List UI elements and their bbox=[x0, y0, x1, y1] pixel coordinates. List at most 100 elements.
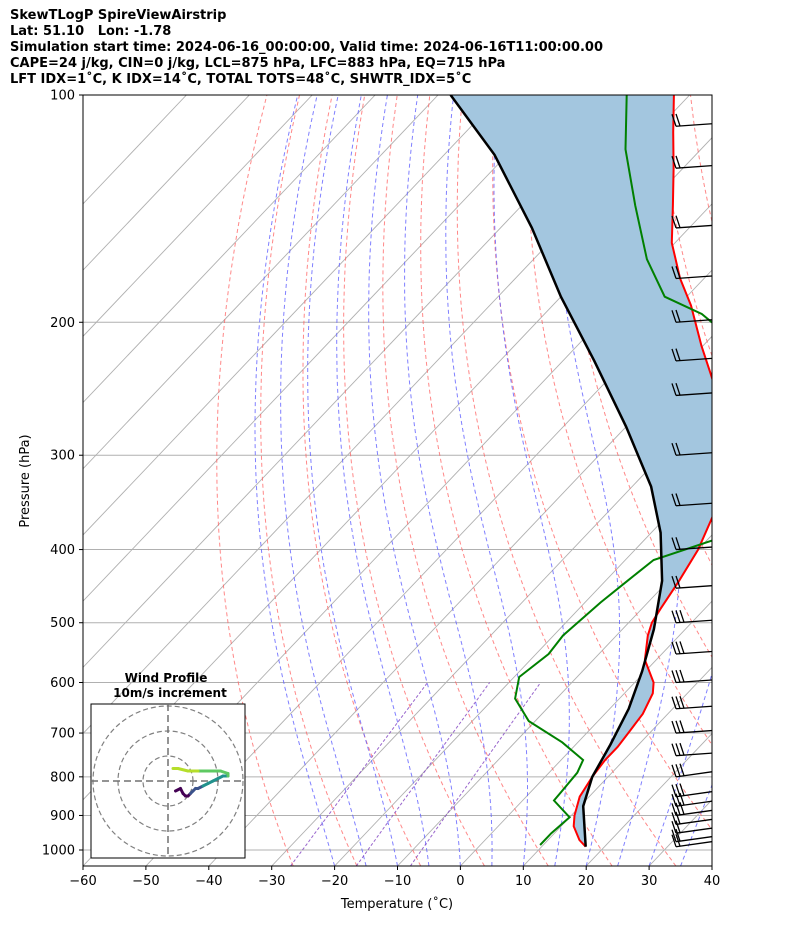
isotherm-line bbox=[83, 95, 502, 536]
wind-barb-staff bbox=[675, 827, 712, 834]
wind-barb bbox=[671, 493, 712, 507]
hodograph-segment bbox=[176, 767, 190, 773]
wind-barb-flag bbox=[675, 820, 681, 833]
wind-barb-flag bbox=[671, 266, 677, 279]
wind-barb-flag bbox=[679, 763, 685, 776]
wind-barb-flag bbox=[675, 670, 681, 683]
wind-barb-flag bbox=[675, 348, 681, 361]
wind-barb-flag bbox=[675, 833, 681, 847]
wind-barb-staff bbox=[675, 585, 712, 589]
x-tick-label: −40 bbox=[195, 874, 222, 889]
wind-barb-flag bbox=[675, 743, 681, 756]
wind-barb-flag bbox=[675, 215, 681, 228]
parcel-line bbox=[449, 95, 664, 847]
dry-adiabat-line bbox=[382, 95, 549, 866]
isotherm-line bbox=[83, 95, 250, 271]
dewpoint-line bbox=[514, 95, 712, 846]
wind-barb-flag bbox=[671, 794, 677, 807]
wind-barb-flag bbox=[671, 764, 677, 778]
moist-adiabat-line bbox=[404, 95, 493, 866]
wind-barb-staff bbox=[675, 502, 712, 507]
wind-barb-flag bbox=[671, 720, 677, 734]
cape-line: CAPE=24 j/kg, CIN=0 j/kg, LCL=875 hPa, L… bbox=[10, 56, 506, 71]
isotherm-line bbox=[145, 269, 712, 866]
wind-barb-flag bbox=[675, 783, 681, 797]
wind-barb bbox=[671, 641, 712, 655]
wind-barb-flag bbox=[675, 610, 681, 623]
y-tick-label: 100 bbox=[50, 89, 75, 104]
wind-barb-flag bbox=[671, 114, 677, 127]
wind-barb bbox=[671, 575, 712, 589]
wind-barb-flag bbox=[675, 641, 681, 654]
y-tick-label: 900 bbox=[50, 809, 75, 824]
x-tick-label: −20 bbox=[321, 874, 348, 889]
x-tick-label: −50 bbox=[132, 874, 159, 889]
wind-barb-staff bbox=[675, 619, 712, 624]
wind-barb-flag bbox=[671, 820, 677, 834]
wind-barb-flag bbox=[675, 811, 681, 825]
y-tick-label: 300 bbox=[50, 449, 75, 464]
wind-barb-staff bbox=[675, 800, 712, 807]
wind-barb bbox=[671, 382, 712, 397]
wind-barb-staff bbox=[675, 650, 712, 655]
wind-barb-flag bbox=[679, 720, 685, 733]
wind-barb bbox=[671, 792, 712, 807]
wind-barb-staff bbox=[675, 224, 712, 229]
mixing-ratio-line bbox=[290, 682, 428, 866]
wind-barb-flag bbox=[671, 641, 677, 655]
moist-adiabat-line bbox=[617, 95, 682, 866]
wind-barb bbox=[671, 113, 712, 127]
wind-barb-flag bbox=[675, 266, 681, 279]
wind-barb bbox=[671, 695, 712, 710]
hodograph-subtitle: 10m/s increment bbox=[113, 686, 227, 700]
wind-barb bbox=[671, 155, 712, 169]
wind-barb-flag bbox=[671, 743, 677, 756]
wind-barb bbox=[671, 811, 712, 826]
wind-barb-flag bbox=[671, 348, 677, 362]
wind-barb bbox=[671, 742, 712, 757]
wind-barb-flag bbox=[679, 641, 685, 654]
y-axis-label: Pressure (hPa) bbox=[18, 434, 33, 527]
y-tick-label: 200 bbox=[50, 316, 75, 331]
wind-barb-flag bbox=[671, 443, 677, 456]
y-tick-label: 800 bbox=[50, 770, 75, 785]
isotherm-line bbox=[83, 95, 628, 669]
wind-barb-flag bbox=[675, 696, 681, 709]
wind-barb bbox=[671, 828, 712, 843]
wind-barb-flag bbox=[671, 537, 677, 550]
y-tick-label: 500 bbox=[50, 616, 75, 631]
wind-barb bbox=[671, 820, 712, 834]
wind-barb-staff bbox=[675, 165, 712, 169]
wind-barb-staff bbox=[675, 392, 712, 397]
wind-barb-staff bbox=[675, 809, 712, 817]
isotherm-line bbox=[397, 534, 712, 866]
wind-barb-flag bbox=[679, 695, 685, 709]
hodograph-plot bbox=[91, 704, 245, 858]
wind-barb bbox=[671, 802, 712, 817]
isotherm-line bbox=[208, 335, 712, 866]
isotherm-line bbox=[711, 865, 712, 866]
isotherm-line bbox=[83, 95, 439, 470]
dry-adiabat-line bbox=[526, 95, 712, 746]
dry-adiabat-line bbox=[723, 95, 794, 866]
x-tick-label: −30 bbox=[258, 874, 285, 889]
dry-adiabat-line bbox=[343, 95, 485, 866]
wind-barb-flag bbox=[679, 742, 685, 756]
wind-barb-staff bbox=[675, 357, 712, 362]
y-tick-label: 600 bbox=[50, 676, 75, 691]
mixing-ratio-line bbox=[409, 682, 542, 866]
moist-adiabat-line bbox=[336, 95, 430, 866]
wind-barb bbox=[671, 783, 712, 798]
wind-barb bbox=[671, 309, 712, 323]
wind-barb-flag bbox=[679, 783, 685, 796]
wind-barb-staff bbox=[675, 836, 712, 843]
wind-barb-staff bbox=[675, 771, 712, 778]
isotherm-line bbox=[83, 95, 565, 602]
wind-barb-flag bbox=[671, 575, 677, 589]
wind-barb bbox=[671, 833, 712, 848]
wind-barb-flag bbox=[675, 493, 681, 506]
x-axis-label: Temperature (˚C) bbox=[340, 896, 453, 912]
x-tick-label: 40 bbox=[704, 874, 721, 889]
dry-adiabat-line bbox=[260, 95, 358, 866]
